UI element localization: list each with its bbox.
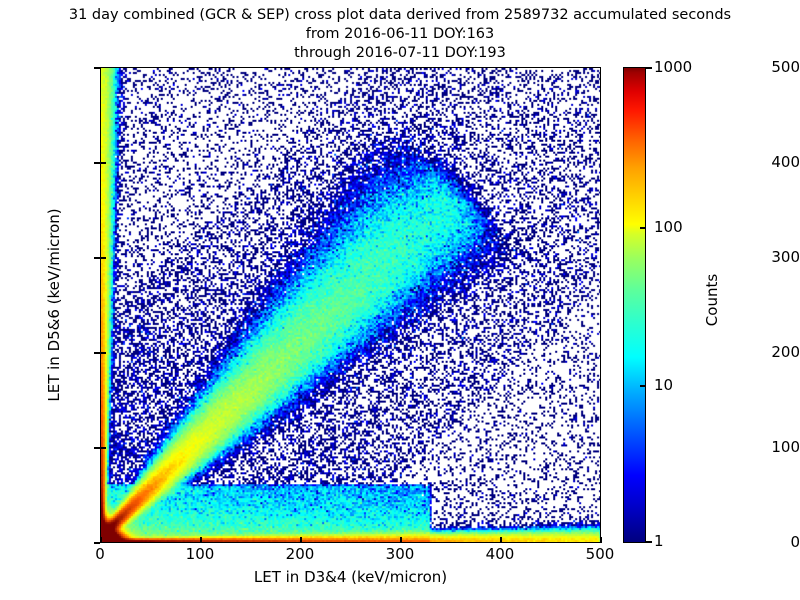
xtick-label-100: 100 — [185, 545, 215, 563]
colorbar-title: Counts — [703, 273, 721, 327]
y-axis-label: LET in D5&6 (keV/micron) — [45, 208, 63, 402]
colorbar: 1000 100 10 1 — [623, 60, 692, 549]
ytick-mark-inner-200 — [100, 352, 106, 354]
xtick-mark-100 — [200, 537, 202, 543]
ytick-mark-inner-400 — [100, 162, 106, 164]
x-axis-label: LET in D3&4 (keV/micron) — [253, 568, 448, 586]
colorbar-label-100: 100 — [654, 218, 683, 236]
plot-axes — [100, 67, 601, 543]
title-line-3: through 2016-07-11 DOY:193 — [294, 45, 506, 61]
xtick-mark-0 — [100, 537, 102, 543]
ytick-mark-0 — [94, 542, 100, 544]
xtick-label-200: 200 — [285, 545, 315, 563]
colorbar-label-1: 1 — [654, 532, 664, 550]
colorbar-tick-1 — [646, 541, 652, 543]
ytick-mark-100 — [94, 447, 100, 449]
xtick-mark-400 — [500, 537, 502, 543]
xtick-mark-200 — [300, 537, 302, 543]
ytick-label-0: 0 — [790, 533, 800, 551]
ytick-mark-inner-300 — [100, 257, 106, 259]
page-title: 31 day combined (GCR & SEP) cross plot d… — [0, 6, 800, 63]
xtick-mark-500 — [600, 537, 602, 543]
title-line-1: 31 day combined (GCR & SEP) cross plot d… — [68, 7, 732, 23]
xtick-label-500: 500 — [585, 545, 615, 563]
ytick-label-200: 200 — [771, 343, 800, 361]
title-line-2: from 2016-06-11 DOY:163 — [305, 26, 495, 42]
ytick-mark-400 — [94, 162, 100, 164]
colorbar-tick-100 — [640, 227, 646, 229]
density-scatter-plot — [101, 68, 600, 542]
ytick-mark-500 — [94, 67, 100, 69]
colorbar-label-10: 10 — [654, 376, 674, 394]
xtick-label-0: 0 — [95, 545, 105, 563]
colorbar-gradient — [623, 67, 646, 543]
ytick-label-100: 100 — [771, 438, 800, 456]
colorbar-tick-10 — [640, 385, 646, 387]
ytick-mark-200 — [94, 352, 100, 354]
ytick-label-300: 300 — [771, 248, 800, 266]
xtick-mark-300 — [400, 537, 402, 543]
colorbar-tick-1000 — [646, 67, 652, 69]
ytick-label-500: 500 — [771, 58, 800, 76]
colorbar-label-1000: 1000 — [654, 58, 693, 76]
xtick-label-300: 300 — [385, 545, 415, 563]
xtick-label-400: 400 — [485, 545, 515, 563]
ytick-label-400: 400 — [771, 153, 800, 171]
ytick-mark-inner-100 — [100, 447, 106, 449]
ytick-mark-300 — [94, 257, 100, 259]
